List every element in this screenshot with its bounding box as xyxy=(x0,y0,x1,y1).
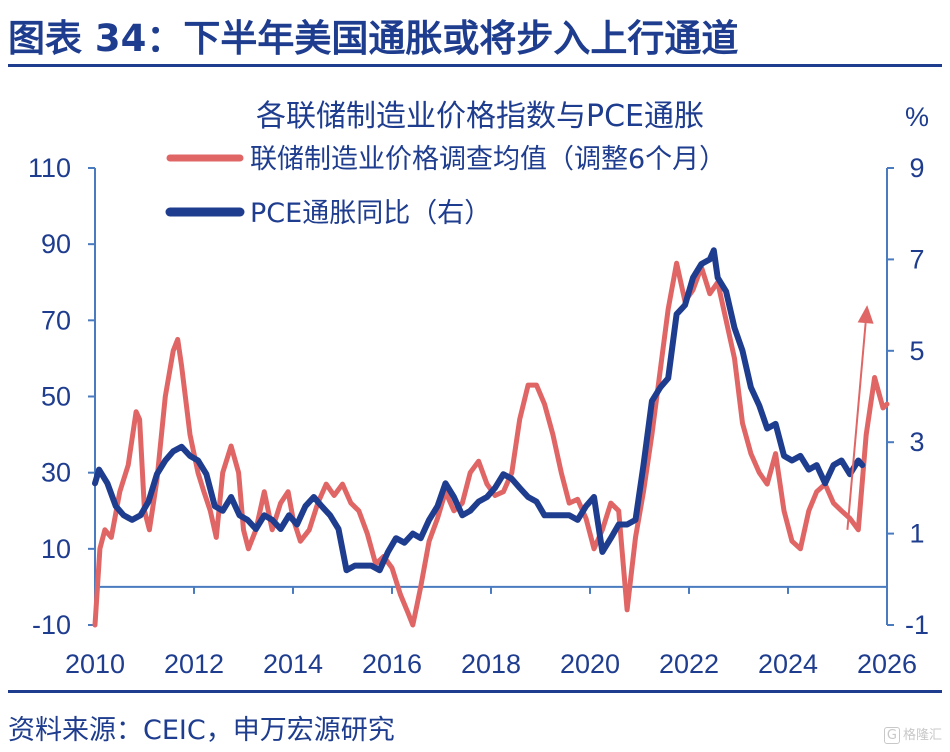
right-axis-unit: % xyxy=(905,102,929,132)
chart-title: 各联储制造业价格指数与PCE通胀 xyxy=(256,99,704,134)
x-tick-label: 2024 xyxy=(758,649,818,679)
watermark: G 格隆汇 xyxy=(883,724,942,744)
legend: 联储制造业价格调查均值（调整6个月） PCE通胀同比（右） xyxy=(165,144,726,229)
x-tick-label: 2012 xyxy=(164,649,224,679)
title-rule xyxy=(8,64,942,67)
figure-title: 图表 34：下半年美国通胀或将步入上行通道 xyxy=(8,17,739,60)
right-tick-label: 5 xyxy=(909,336,924,366)
annotation-layer xyxy=(846,305,874,530)
right-tick-label: -1 xyxy=(905,610,929,640)
chart: 各联储制造业价格指数与PCE通胀 % 1109070503010-1097531… xyxy=(28,99,929,679)
series-line-manufacturing-price-index xyxy=(92,260,890,628)
left-tick-label: 50 xyxy=(41,382,71,412)
source-note: 资料来源：CEIC，申万宏源研究 xyxy=(8,715,395,746)
watermark-text: 格隆汇 xyxy=(902,728,942,743)
right-tick-label: 9 xyxy=(909,153,924,183)
trend-arrow-head xyxy=(857,305,874,324)
left-tick-label: 30 xyxy=(41,458,71,488)
x-tick-label: 2026 xyxy=(857,649,917,679)
series-line-pce-inflation xyxy=(92,247,866,574)
left-tick-label: -10 xyxy=(32,610,71,640)
legend-label: PCE通胀同比（右） xyxy=(250,198,491,229)
right-tick-label: 3 xyxy=(909,427,924,457)
right-tick-label: 1 xyxy=(909,519,924,549)
left-tick-label: 10 xyxy=(41,534,71,564)
right-tick-label: 7 xyxy=(909,244,924,274)
footer-rule xyxy=(8,690,942,693)
x-tick-label: 2020 xyxy=(560,649,620,679)
watermark-logo-icon: G xyxy=(883,727,900,744)
trend-arrow-shaft xyxy=(846,322,867,530)
series-layer xyxy=(92,247,890,628)
left-tick-label: 90 xyxy=(41,229,71,259)
legend-label: 联储制造业价格调查均值（调整6个月） xyxy=(250,144,726,175)
x-tick-label: 2022 xyxy=(659,649,719,679)
x-tick-label: 2016 xyxy=(362,649,422,679)
x-tick-label: 2018 xyxy=(461,649,521,679)
left-tick-label: 70 xyxy=(41,305,71,335)
left-tick-label: 110 xyxy=(28,153,71,183)
axes: 110 90 70 50 30 10 -10 9 7 5 3 1 -1 2010 2012 2014 2016 2… xyxy=(28,153,929,679)
x-tick-label: 2010 xyxy=(65,649,125,679)
x-tick-label: 2014 xyxy=(263,649,323,679)
